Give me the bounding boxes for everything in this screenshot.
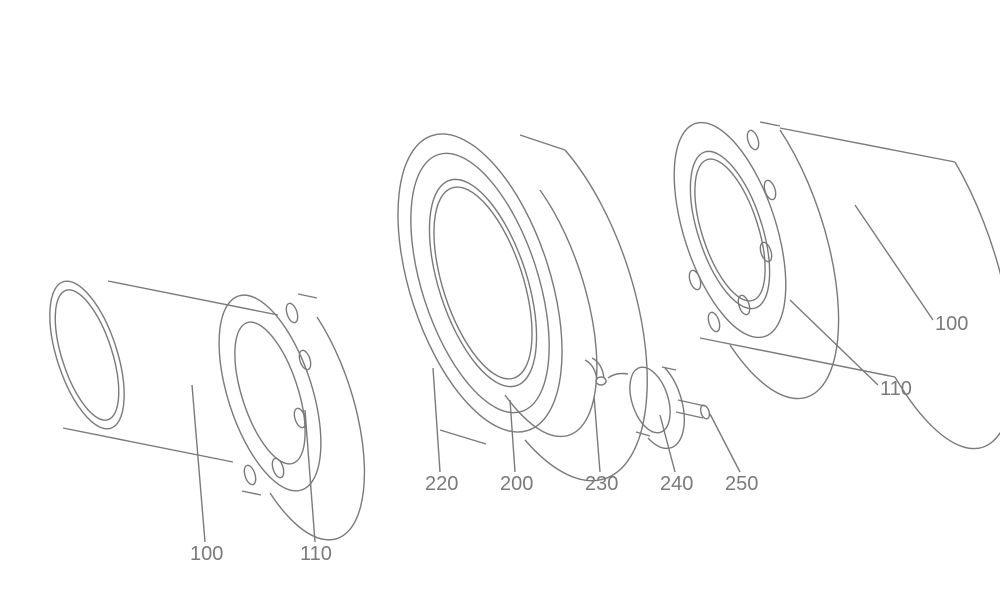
label-left_tube: 100 [190, 543, 223, 565]
label-ring_body: 200 [500, 473, 533, 495]
label-side_nozzle: 250 [725, 473, 758, 495]
label-right_tube: 100 [935, 313, 968, 335]
annotations: 100 110 220 200 230 240 250 100 110 [190, 205, 968, 565]
leader-side_cap [660, 415, 675, 472]
leader-left_tube [192, 385, 205, 542]
left-flange-holes [242, 302, 313, 486]
leader-ring_port [594, 396, 600, 472]
ring-port-230 [585, 358, 606, 385]
center-ring-assembly [366, 114, 711, 481]
engineering-diagram: 100 110 220 200 230 240 250 100 110 [0, 0, 1000, 614]
ring-groove-220 [414, 176, 552, 391]
leader-ring_body [510, 400, 515, 472]
side-nozzle-250 [676, 400, 711, 420]
leader-right_flange [790, 300, 878, 385]
leader-right_tube [855, 205, 933, 320]
label-left_flange: 110 [300, 543, 332, 565]
leader-ring_groove [433, 368, 440, 472]
right-pipe-assembly [652, 109, 1000, 448]
left-pipe-assembly [35, 272, 365, 539]
label-side_cap: 240 [660, 473, 693, 495]
label-ring_groove: 220 [425, 473, 458, 495]
label-ring_port: 230 [585, 473, 618, 495]
label-right_flange: 110 [880, 378, 912, 400]
leader-side_nozzle [710, 414, 740, 472]
leader-left_flange [305, 410, 315, 542]
